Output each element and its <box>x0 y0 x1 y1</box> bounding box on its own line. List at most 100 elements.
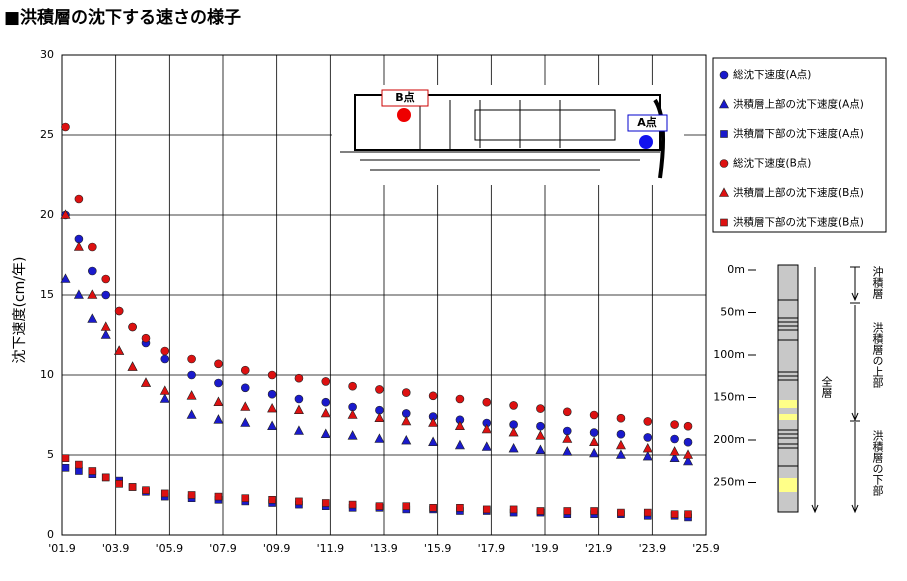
point <box>536 507 545 515</box>
point <box>214 359 223 369</box>
point <box>267 402 278 413</box>
point <box>320 407 331 418</box>
x-tick-label: '25.9 <box>692 542 720 555</box>
legend-marker <box>719 159 729 168</box>
x-tick-label: '01.9 <box>48 542 76 555</box>
point <box>187 370 196 380</box>
point <box>508 442 519 453</box>
soil-stripes <box>778 299 798 467</box>
point <box>114 345 125 355</box>
point <box>160 354 170 364</box>
point <box>186 390 197 400</box>
point <box>617 508 625 517</box>
depth-label: 100m <box>713 348 745 361</box>
point <box>429 503 437 512</box>
inset-label: B点 <box>395 90 414 104</box>
sand-layer <box>779 478 797 492</box>
point <box>589 447 600 458</box>
point <box>535 444 546 455</box>
legend-label: 洪積層下部の沈下速度(A点) <box>733 127 864 140</box>
point <box>87 313 98 323</box>
point <box>347 409 358 419</box>
depth-label: 200m <box>713 433 745 446</box>
point <box>101 290 111 300</box>
point <box>375 502 384 511</box>
point <box>320 428 331 439</box>
point <box>509 505 518 514</box>
legend-label: 洪積層下部の沈下速度(B点) <box>733 216 864 229</box>
point <box>428 391 438 401</box>
point <box>87 289 98 299</box>
point <box>684 510 692 519</box>
point <box>563 507 572 515</box>
point <box>127 361 138 371</box>
point <box>428 417 439 427</box>
point <box>683 421 693 431</box>
point <box>347 430 358 440</box>
legend-label: 総沈下速度(A点) <box>733 68 811 81</box>
point <box>60 209 71 219</box>
column-label: 沖積層 <box>871 266 884 299</box>
point <box>75 467 83 475</box>
point <box>159 393 170 403</box>
point-a <box>639 135 653 149</box>
point <box>295 497 303 506</box>
point <box>615 449 626 459</box>
point <box>213 396 224 407</box>
point <box>481 441 492 451</box>
point <box>88 242 97 252</box>
column-label: 洪積層の上部 <box>871 321 884 388</box>
legend <box>712 57 887 233</box>
point <box>401 415 412 426</box>
point <box>240 365 250 375</box>
point <box>508 426 519 437</box>
point <box>348 500 357 509</box>
point <box>267 370 277 380</box>
point <box>140 377 151 387</box>
y-tick-label: 30 <box>40 48 54 61</box>
y-tick-label: 15 <box>40 288 54 301</box>
point <box>374 412 385 423</box>
point <box>589 436 600 447</box>
point <box>683 437 693 447</box>
point <box>481 423 492 434</box>
inset-lines <box>340 100 660 171</box>
point <box>187 491 196 499</box>
legend-label: 総沈下速度(B点) <box>733 157 811 170</box>
point <box>128 322 137 332</box>
y-tick-label: 5 <box>47 448 54 461</box>
point <box>60 273 71 283</box>
y-axis-label: 沈下速度(cm/年) <box>12 257 28 364</box>
depth-label: 250m <box>713 476 745 489</box>
x-tick-label: '17.9 <box>478 542 506 555</box>
point <box>642 442 653 453</box>
label-box-a <box>627 114 668 132</box>
legend-marker <box>720 130 728 138</box>
point <box>670 434 679 444</box>
point <box>562 407 572 417</box>
point <box>589 428 599 437</box>
legend-marker <box>719 70 729 80</box>
point <box>187 354 196 364</box>
point <box>240 417 251 427</box>
point <box>401 434 412 445</box>
depth-label: 50m <box>720 306 745 319</box>
point <box>401 388 411 397</box>
point <box>186 409 197 419</box>
legend-label: 洪積層上部の沈下速度(A点) <box>733 98 864 111</box>
legend-marker <box>719 187 729 197</box>
point <box>482 397 492 407</box>
point <box>454 420 465 431</box>
point <box>141 333 151 343</box>
point <box>294 373 304 383</box>
x-tick-label: '23.9 <box>639 542 667 555</box>
point <box>293 425 304 435</box>
soil-column <box>777 264 799 513</box>
chart-title: ■洪積層の沈下する速さの様子 <box>4 7 241 28</box>
point <box>159 385 170 395</box>
point <box>267 389 277 399</box>
point <box>455 394 465 404</box>
point <box>74 194 84 204</box>
point <box>615 439 626 450</box>
